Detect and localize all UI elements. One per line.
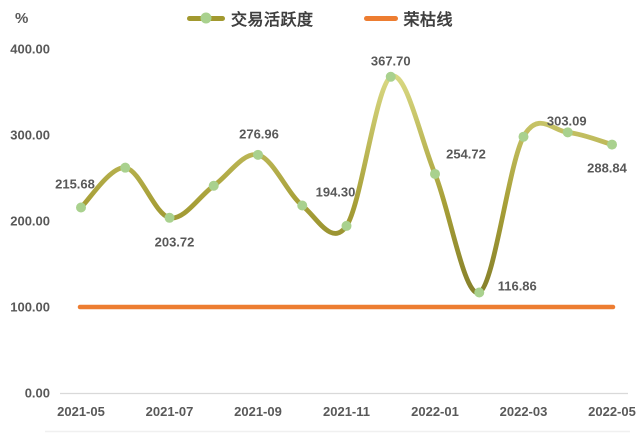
data-point-2022-02 [474,287,485,298]
activity-line-swatch-icon [186,12,225,24]
point-label-2021-07: 203.72 [154,234,195,250]
x-tick-2021-11: 2021-11 [323,404,370,419]
legend-item-activity[interactable]: 交易活跃度 [186,6,314,30]
legend: 交易活跃度 荣枯线 [0,6,640,30]
x-tick-2022-01: 2022-01 [411,404,459,419]
point-label-2021-11: 194.30 [315,184,356,200]
activity-marker-dot-icon [200,12,212,24]
point-label-2022-01: 254.72 [446,146,486,162]
point-label-2021-12: 367.70 [370,53,411,69]
point-label-2022-02: 116.86 [497,278,537,293]
data-point-2021-08 [208,180,219,191]
point-label-2021-09: 276.96 [239,126,279,142]
data-point-2022-05 [607,139,617,150]
x-tick-2021-05: 2021-05 [57,404,105,419]
legend-activity-label: 交易活跃度 [230,12,314,29]
data-point-markers [76,71,617,298]
point-label-2022-04: 303.09 [546,113,587,129]
x-tick-2021-09: 2021-09 [234,404,282,419]
data-point-2021-07 [164,212,175,223]
data-point-2021-12 [385,71,396,82]
threshold-line-swatch-icon [363,15,398,21]
data-point-2022-04 [562,127,573,138]
x-tick-2021-07: 2021-07 [145,404,194,419]
point-label-2021-05: 215.68 [55,176,95,191]
y-axis-unit-label: % [15,10,29,27]
point-label-2022-05: 288.84 [587,160,627,176]
activity-series-curve [78,73,615,295]
y-tick-100.00: 100.00 [10,299,50,315]
y-tick-0.00: 0.00 [24,385,50,401]
data-point-2021-05 [76,202,86,213]
legend-threshold-label: 荣枯线 [403,12,454,29]
data-point-2021-09 [253,149,263,160]
x-tick-2022-05: 2022-05 [588,404,636,419]
data-point-2021-10 [297,200,308,211]
legend-item-threshold[interactable]: 荣枯线 [363,6,454,30]
data-point-2022-03 [518,131,529,142]
y-tick-300.00: 300.00 [10,127,50,143]
y-tick-400.00: 400.00 [10,41,50,57]
data-point-2021-11 [341,220,352,231]
data-point-2022-01 [430,168,440,179]
y-tick-200.00: 200.00 [10,213,50,229]
x-tick-2022-03: 2022-03 [499,404,548,419]
data-point-2021-06 [120,162,131,173]
